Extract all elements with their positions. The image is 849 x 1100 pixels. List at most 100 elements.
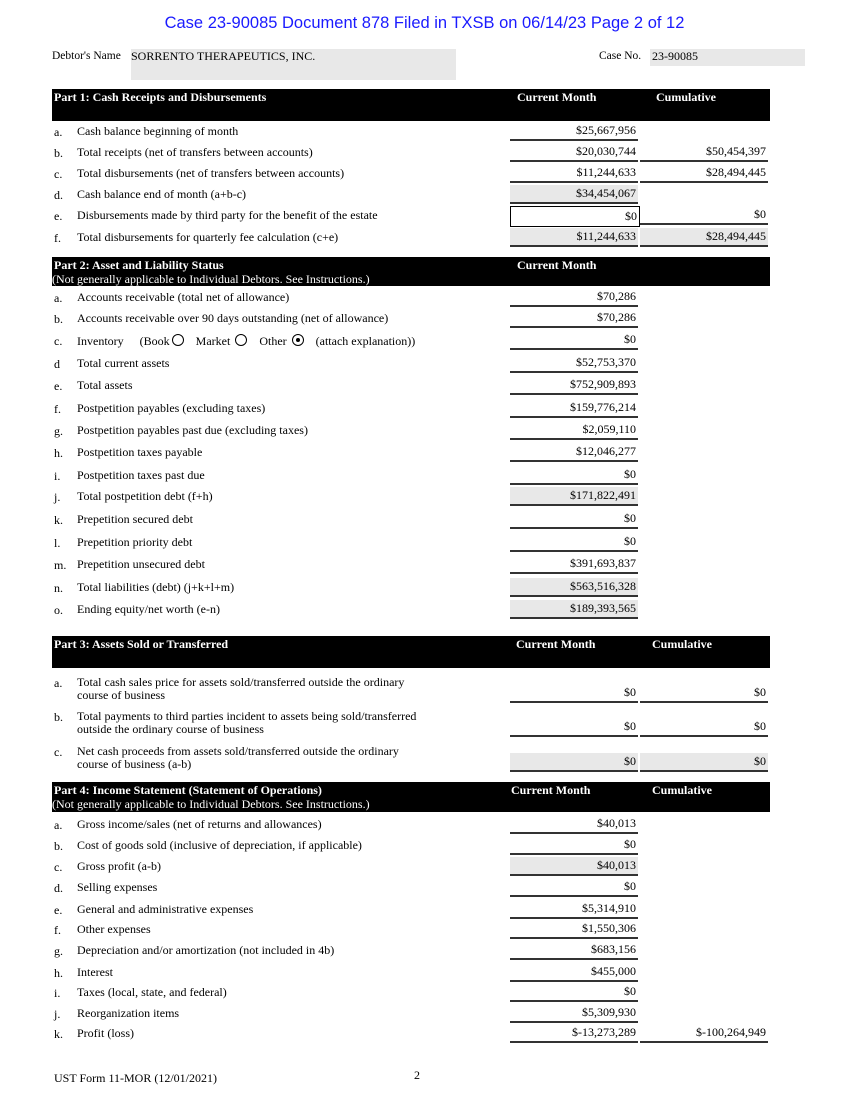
line-item-letter: c. (54, 167, 63, 181)
cumulative-value: $50,454,397 (706, 144, 766, 158)
line-item-label: Gross profit (a-b) (77, 859, 161, 873)
line-item-letter: n. (54, 581, 63, 595)
radio-market[interactable] (235, 334, 248, 346)
form-footer: UST Form 11-MOR (12/01/2021) (54, 1071, 218, 1085)
current-month-value-field[interactable]: $0 (510, 206, 640, 227)
current-month-value-field[interactable]: $1,550,306 (510, 920, 638, 939)
current-month-value: $40,013 (597, 816, 636, 830)
current-month-value-field[interactable]: $70,286 (510, 309, 638, 328)
current-month-value-field[interactable]: $11,244,633 (510, 228, 638, 247)
current-month-value-field[interactable]: $0 (510, 684, 638, 703)
line-item-row: e. Total assets $752,909,893 (0, 376, 849, 399)
cumulative-value-field[interactable]: $28,494,445 (640, 164, 768, 183)
line-item-row: m. Prepetition unsecured debt $391,693,837 (0, 555, 849, 578)
line-item-label: Total disbursements for quarterly fee ca… (77, 230, 339, 244)
line-item-letter: l. (54, 536, 61, 550)
current-month-value-field[interactable]: $5,309,930 (510, 1004, 638, 1023)
current-month-value: $171,822,491 (570, 488, 636, 502)
current-month-value: $455,000 (591, 964, 636, 978)
current-month-value: $0 (624, 467, 636, 481)
line-item-row: h. Postpetition taxes payable $12,046,277 (0, 443, 849, 466)
radio-other[interactable] (291, 334, 304, 346)
line-item-letter: i. (54, 469, 61, 483)
current-month-value: $5,309,930 (582, 1005, 636, 1019)
cumulative-value-field[interactable]: $0 (640, 718, 768, 737)
current-month-value-field[interactable]: $0 (510, 331, 638, 350)
line-item-label: Total cash sales price for assets sold/t… (77, 675, 405, 689)
current-month-value-field[interactable]: $171,822,491 (510, 487, 638, 506)
cumulative-value-field[interactable]: $50,454,397 (640, 143, 768, 162)
current-month-value: $0 (624, 332, 636, 346)
current-month-value-field[interactable]: $11,244,633 (510, 164, 638, 183)
current-month-value-field[interactable]: $12,046,277 (510, 443, 638, 462)
current-month-value-field[interactable]: $25,667,956 (510, 122, 638, 141)
current-month-value-field[interactable]: $455,000 (510, 963, 638, 982)
current-month-value-field[interactable]: $563,516,328 (510, 578, 638, 597)
line-item-row: n. Total liabilities (debt) (j+k+l+m) $563… (0, 578, 849, 601)
cumulative-value-field[interactable]: $0 (640, 206, 768, 225)
line-item-letter: a. (54, 818, 63, 832)
line-item-row: l. Prepetition priority debt $0 (0, 533, 849, 556)
current-month-value-field[interactable]: $752,909,893 (510, 376, 638, 395)
current-month-value-field[interactable]: $0 (510, 878, 638, 897)
line-item-label: Reorganization items (77, 1006, 180, 1020)
line-item-row: c. Total disbursements (net of transfers … (0, 164, 849, 187)
case-number-field[interactable]: 23-90085 (650, 49, 805, 66)
line-item-letter: e. (54, 379, 63, 393)
debtor-name-label: Debtor's Name (52, 50, 121, 62)
line-item-letter: o. (54, 603, 63, 617)
line-item-row: a. Gross income/sales (net of returns and… (0, 815, 849, 838)
current-month-value-field[interactable]: $40,013 (510, 857, 638, 876)
current-month-value-field[interactable]: $391,693,837 (510, 555, 638, 574)
line-item-label: Total disbursements (net of transfers be… (77, 166, 345, 180)
cumulative-value: $0 (754, 719, 766, 733)
current-month-value-field[interactable]: $5,314,910 (510, 900, 638, 919)
current-month-value: $0 (624, 879, 636, 893)
current-month-value-field[interactable]: $0 (510, 718, 638, 737)
current-month-value-field[interactable]: $52,753,370 (510, 354, 638, 373)
current-month-value: $11,244,633 (576, 229, 636, 243)
section-title: Part 1: Cash Receipts and Disbursements (54, 90, 267, 104)
current-month-value-field[interactable]: $20,030,744 (510, 143, 638, 162)
cumulative-value-field[interactable]: $-100,264,949 (640, 1024, 768, 1043)
current-month-value-field[interactable]: $34,454,067 (510, 185, 638, 204)
current-month-value-field[interactable]: $0 (510, 836, 638, 855)
line-item-row: b. Total payments to third parties incide… (0, 710, 849, 737)
line-item-label: Accounts receivable (total net of allowa… (77, 290, 290, 304)
line-item-row: i. Postpetition taxes past due $0 (0, 466, 849, 489)
cumulative-value: $-100,264,949 (696, 1025, 766, 1039)
line-item-row: j. Total postpetition debt (f+h) $171,822,… (0, 487, 849, 510)
current-month-value-field[interactable]: $0 (510, 510, 638, 529)
current-month-value-field[interactable]: $0 (510, 533, 638, 552)
line-item-letter: a. (54, 291, 63, 305)
current-month-value-field[interactable]: $0 (510, 753, 638, 772)
current-month-value-field[interactable]: $189,393,565 (510, 600, 638, 619)
cumulative-value-field[interactable]: $0 (640, 684, 768, 703)
line-item-label: Total postpetition debt (f+h) (77, 489, 213, 503)
current-month-value: $0 (624, 511, 636, 525)
debtor-name-field[interactable]: SORRENTO THERAPEUTICS, INC. (131, 49, 456, 80)
current-month-value-field[interactable]: $40,013 (510, 815, 638, 834)
cumulative-value-field[interactable]: $0 (640, 753, 768, 772)
cumulative-value: $0 (754, 754, 766, 768)
current-month-value-field[interactable]: $0 (510, 983, 638, 1002)
case-number-value: 23-90085 (652, 49, 698, 63)
current-month-value: $0 (624, 534, 636, 548)
current-month-value-field[interactable]: $70,286 (510, 288, 638, 307)
current-month-value-field[interactable]: $159,776,214 (510, 399, 638, 418)
line-item-label-continued: course of business (77, 688, 165, 702)
current-month-value-field[interactable]: $-13,273,289 (510, 1024, 638, 1043)
line-item-row: k. Prepetition secured debt $0 (0, 510, 849, 533)
current-month-value: $752,909,893 (570, 377, 636, 391)
part-1-header: Part 1: Cash Receipts and Disbursements C… (52, 89, 770, 121)
cumulative-value-field[interactable]: $28,494,445 (640, 228, 768, 247)
current-month-value: $20,030,744 (576, 144, 636, 158)
current-month-value-field[interactable]: $2,059,110 (510, 421, 638, 440)
current-month-value-field[interactable]: $0 (510, 466, 638, 485)
line-item-label: Gross income/sales (net of returns and a… (77, 817, 322, 831)
current-month-value: $5,314,910 (582, 901, 636, 915)
line-item-row: d. Selling expenses $0 (0, 878, 849, 901)
column-header-current-month: Current Month (517, 90, 597, 104)
current-month-value-field[interactable]: $683,156 (510, 941, 638, 960)
radio-book[interactable] (171, 334, 184, 346)
